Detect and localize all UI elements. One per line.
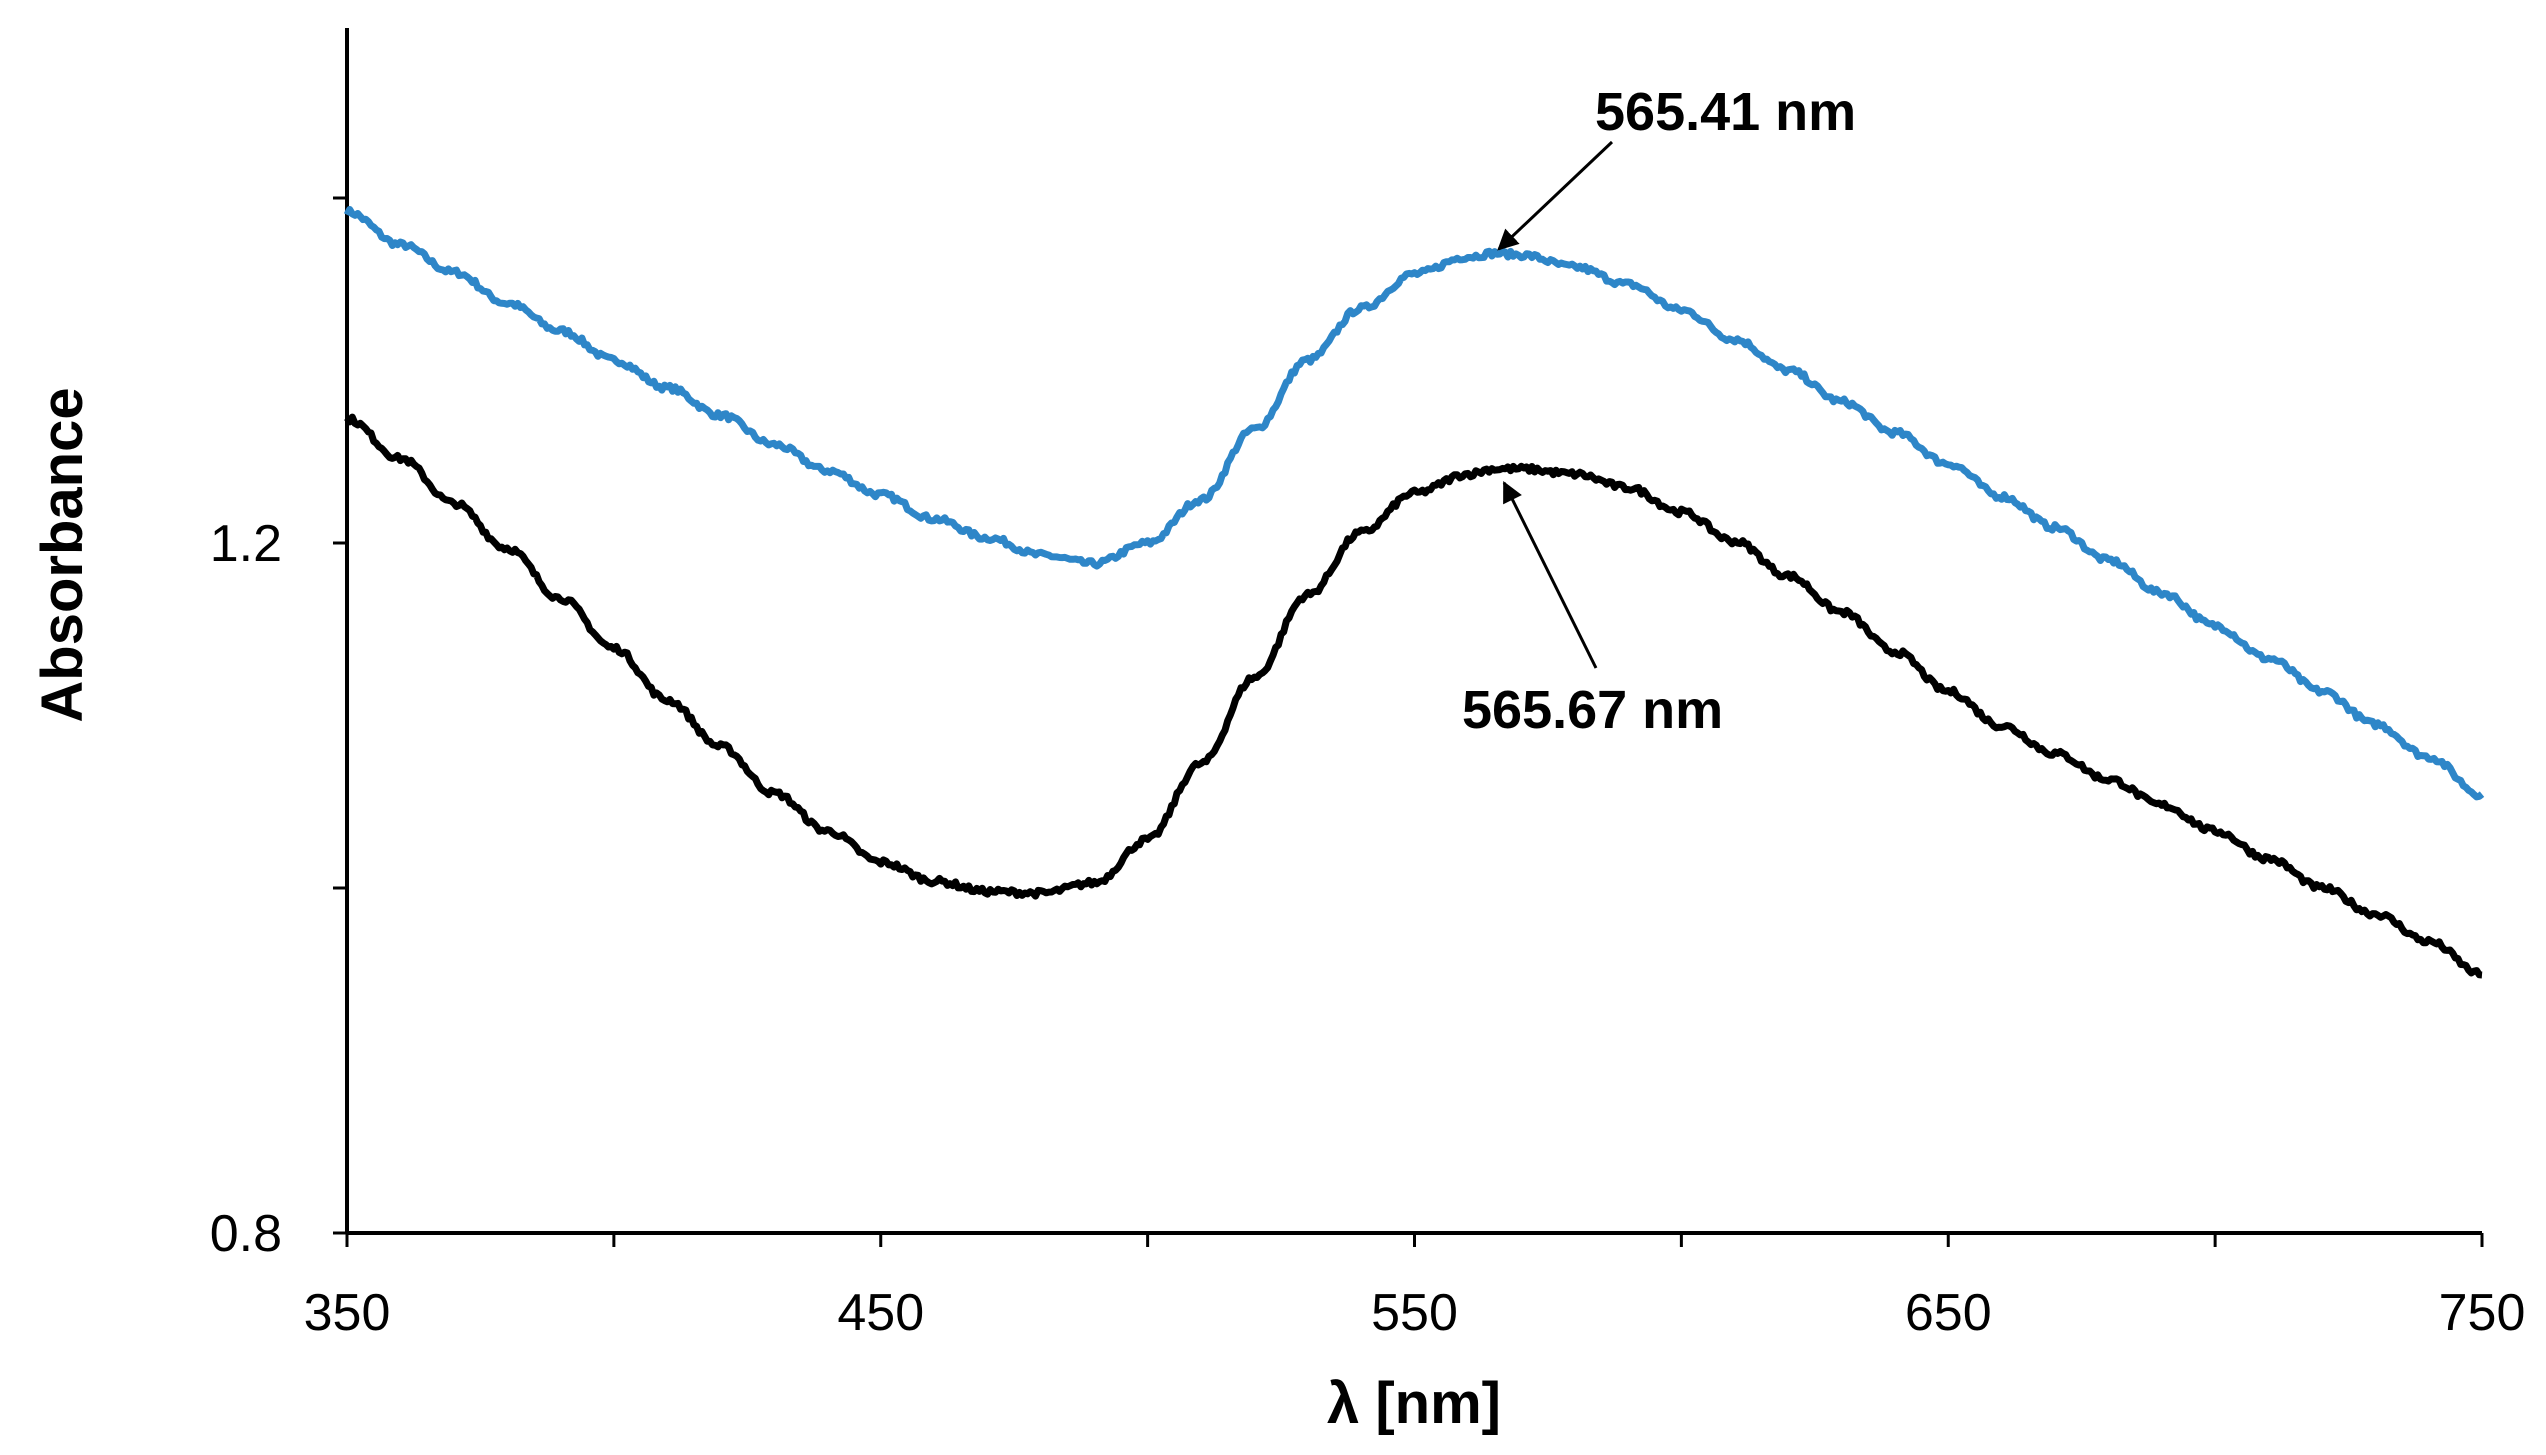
annotation-arrow-lower: [1502, 480, 1598, 669]
x-tick-label: 550: [1371, 1284, 1458, 1342]
annotation-lower: 565.67 nm: [1462, 680, 1723, 740]
y-tick-label: 0.8: [210, 1205, 282, 1263]
series-line-upper: [343, 206, 2485, 801]
x-tick-label: 350: [304, 1284, 391, 1342]
y-tick-label: 1.2: [210, 515, 282, 573]
x-tick-label: 450: [837, 1284, 924, 1342]
ticks: 350 450 550 650 750 1.2 0.8: [210, 196, 2526, 1342]
x-axis-title: λ [nm]: [1327, 1371, 1501, 1436]
series-layer: [343, 206, 2485, 979]
annotation-layer: 565.41 nm 565.67 nm: [1462, 82, 1856, 740]
axes: [345, 28, 2482, 1235]
annotation-upper: 565.41 nm: [1595, 82, 1856, 142]
y-axis-title: Absorbance: [30, 387, 95, 722]
x-tick-label: 650: [1905, 1284, 1992, 1342]
x-tick-label: 750: [2439, 1284, 2526, 1342]
annotation-arrow-upper: [1497, 140, 1614, 251]
series-line-lower: [344, 413, 2483, 979]
